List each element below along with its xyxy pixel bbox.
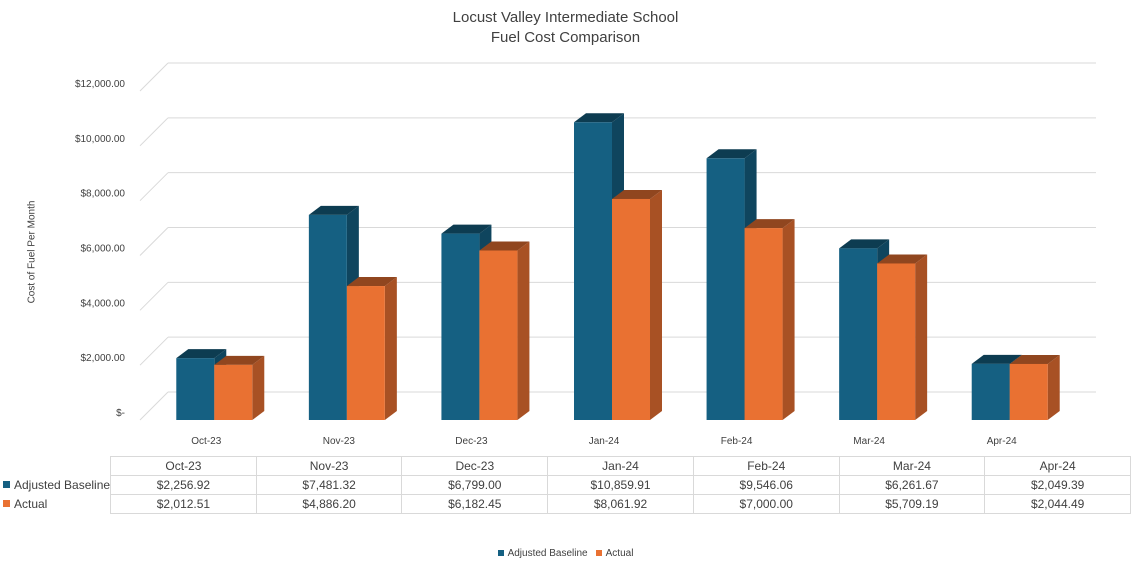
bar-actual	[346, 286, 385, 420]
legend-label: Adjusted Baseline	[507, 548, 588, 559]
table-cell: $6,261.67	[838, 475, 986, 495]
bar-actual	[612, 198, 650, 420]
bar-top-baseline	[971, 354, 1022, 364]
x-tick-label: Feb-24	[721, 436, 753, 447]
y-tick-label: $2,000.00	[81, 353, 126, 364]
table-cell: $2,044.49	[984, 494, 1131, 514]
bar-top-actual	[346, 277, 397, 287]
table-cell: $2,256.92	[110, 475, 257, 495]
table-cell: $6,182.45	[401, 494, 549, 514]
chart-title-line-1: Locust Valley Intermediate School	[452, 9, 679, 26]
bar-top-baseline	[308, 205, 359, 215]
table-cell: $9,546.06	[692, 475, 840, 495]
table-cell: $10,859.91	[547, 475, 694, 495]
bar-top-actual	[877, 254, 928, 264]
table-cell: $6,799.00	[401, 475, 549, 495]
table-cell: $8,061.92	[547, 494, 694, 514]
table-column-header: Nov-23	[255, 456, 403, 476]
legend-key-swatch	[3, 481, 10, 488]
bar-side-actual	[384, 277, 397, 420]
bar-top-baseline	[706, 149, 757, 159]
table-column-header: Apr-24	[984, 456, 1131, 476]
bar-adjusted-baseline	[441, 233, 480, 420]
bar-top-baseline	[441, 224, 492, 234]
table-column-header: Oct-23	[110, 456, 257, 476]
bar-top-baseline	[574, 113, 624, 123]
bar-adjusted-baseline	[971, 363, 1010, 420]
legend-swatch	[595, 550, 602, 556]
chart-title: Locust Valley Intermediate School Fuel C…	[0, 8, 1131, 48]
table-row-header: Actual	[0, 494, 112, 514]
table-cell: $7,000.00	[692, 494, 840, 514]
gridline-depth	[139, 281, 169, 311]
table-column-header: Jan-24	[547, 456, 694, 476]
table-column-header: Feb-24	[692, 456, 840, 476]
gridline-depth	[139, 391, 169, 421]
gridline-depth	[139, 336, 169, 366]
series-name: Actual	[14, 497, 48, 511]
table-row: Actual $2,012.51 $4,886.20 $6,182.45 $8,061.…	[0, 494, 1131, 514]
bar-side-actual	[782, 219, 795, 420]
y-tick-label: $12,000.00	[75, 79, 125, 90]
legend-item: Actual	[595, 548, 634, 559]
table-row-header: Adjusted Baseline	[0, 475, 112, 495]
chart-title-line-2: Fuel Cost Comparison	[490, 29, 641, 46]
table-cell: $4,886.20	[255, 494, 403, 514]
legend-label: Actual	[605, 548, 634, 559]
bar-actual	[744, 228, 783, 420]
data-table: Oct-23 Nov-23 Dec-23 Jan-24 Feb-24 Mar-24 Apr-…	[0, 456, 1131, 514]
bar-adjusted-baseline	[574, 122, 612, 420]
bar-top-actual	[612, 189, 662, 199]
x-tick-label: Mar-24	[853, 436, 885, 447]
gridline-depth	[139, 172, 169, 202]
bar-top-baseline	[176, 349, 227, 359]
table-column-header: Dec-23	[401, 456, 549, 476]
bar-chart: $- $2,000.00 $4,000.00 $6,000.00 $8,000.00 $1…	[75, 62, 1096, 447]
y-tick-label: $-	[116, 408, 125, 419]
y-tick-label: $8,000.00	[81, 189, 126, 200]
bar-side-actual	[915, 254, 928, 420]
x-tick-label: Apr-24	[987, 436, 1017, 447]
legend-swatch	[497, 550, 504, 556]
gridline-depth	[139, 62, 169, 92]
table-header-row: Oct-23 Nov-23 Dec-23 Jan-24 Feb-24 Mar-24 Apr-…	[0, 456, 1131, 476]
legend-item: Adjusted Baseline	[497, 548, 588, 559]
y-tick-label: $4,000.00	[81, 298, 126, 309]
bar-top-actual	[744, 219, 795, 229]
x-tick-label: Nov-23	[323, 436, 356, 447]
gridline-depth	[139, 227, 169, 256]
bar-top-baseline	[839, 239, 890, 249]
gridline-depth	[139, 117, 169, 147]
bar-top-actual	[214, 355, 265, 365]
bar-actual	[214, 364, 253, 420]
series-name: Adjusted Baseline	[14, 478, 111, 492]
x-tick-label: Dec-23	[455, 436, 488, 447]
x-tick-label: Oct-23	[191, 436, 221, 447]
bar-adjusted-baseline	[308, 214, 347, 420]
bar-side-actual	[650, 189, 662, 420]
table-cell: $2,012.51	[110, 494, 257, 514]
table-cell: $7,481.32	[255, 475, 403, 495]
table-cell: $2,049.39	[984, 475, 1131, 495]
table-column-header: Mar-24	[838, 456, 986, 476]
bar-side-actual	[517, 241, 530, 420]
bar-actual	[479, 250, 518, 420]
bar-side-actual	[252, 355, 265, 420]
bar-top-actual	[479, 241, 530, 251]
bar-adjusted-baseline	[176, 358, 215, 420]
bar-actual	[877, 263, 916, 420]
y-tick-label: $10,000.00	[75, 134, 125, 145]
legend-key-swatch	[3, 500, 10, 507]
table-row: Adjusted Baseline $2,256.92 $7,481.32 $6,79…	[0, 475, 1131, 495]
bar-adjusted-baseline	[839, 248, 878, 420]
bar-actual	[1009, 363, 1048, 420]
x-tick-label: Jan-24	[589, 436, 620, 447]
bar-side-actual	[1047, 354, 1060, 420]
bar-adjusted-baseline	[706, 158, 745, 420]
table-cell: $5,709.19	[838, 494, 986, 514]
legend: Adjusted Baseline Actual	[0, 548, 1131, 559]
bar-top-actual	[1009, 354, 1060, 364]
y-tick-label: $6,000.00	[81, 244, 126, 255]
table-corner	[0, 457, 111, 476]
